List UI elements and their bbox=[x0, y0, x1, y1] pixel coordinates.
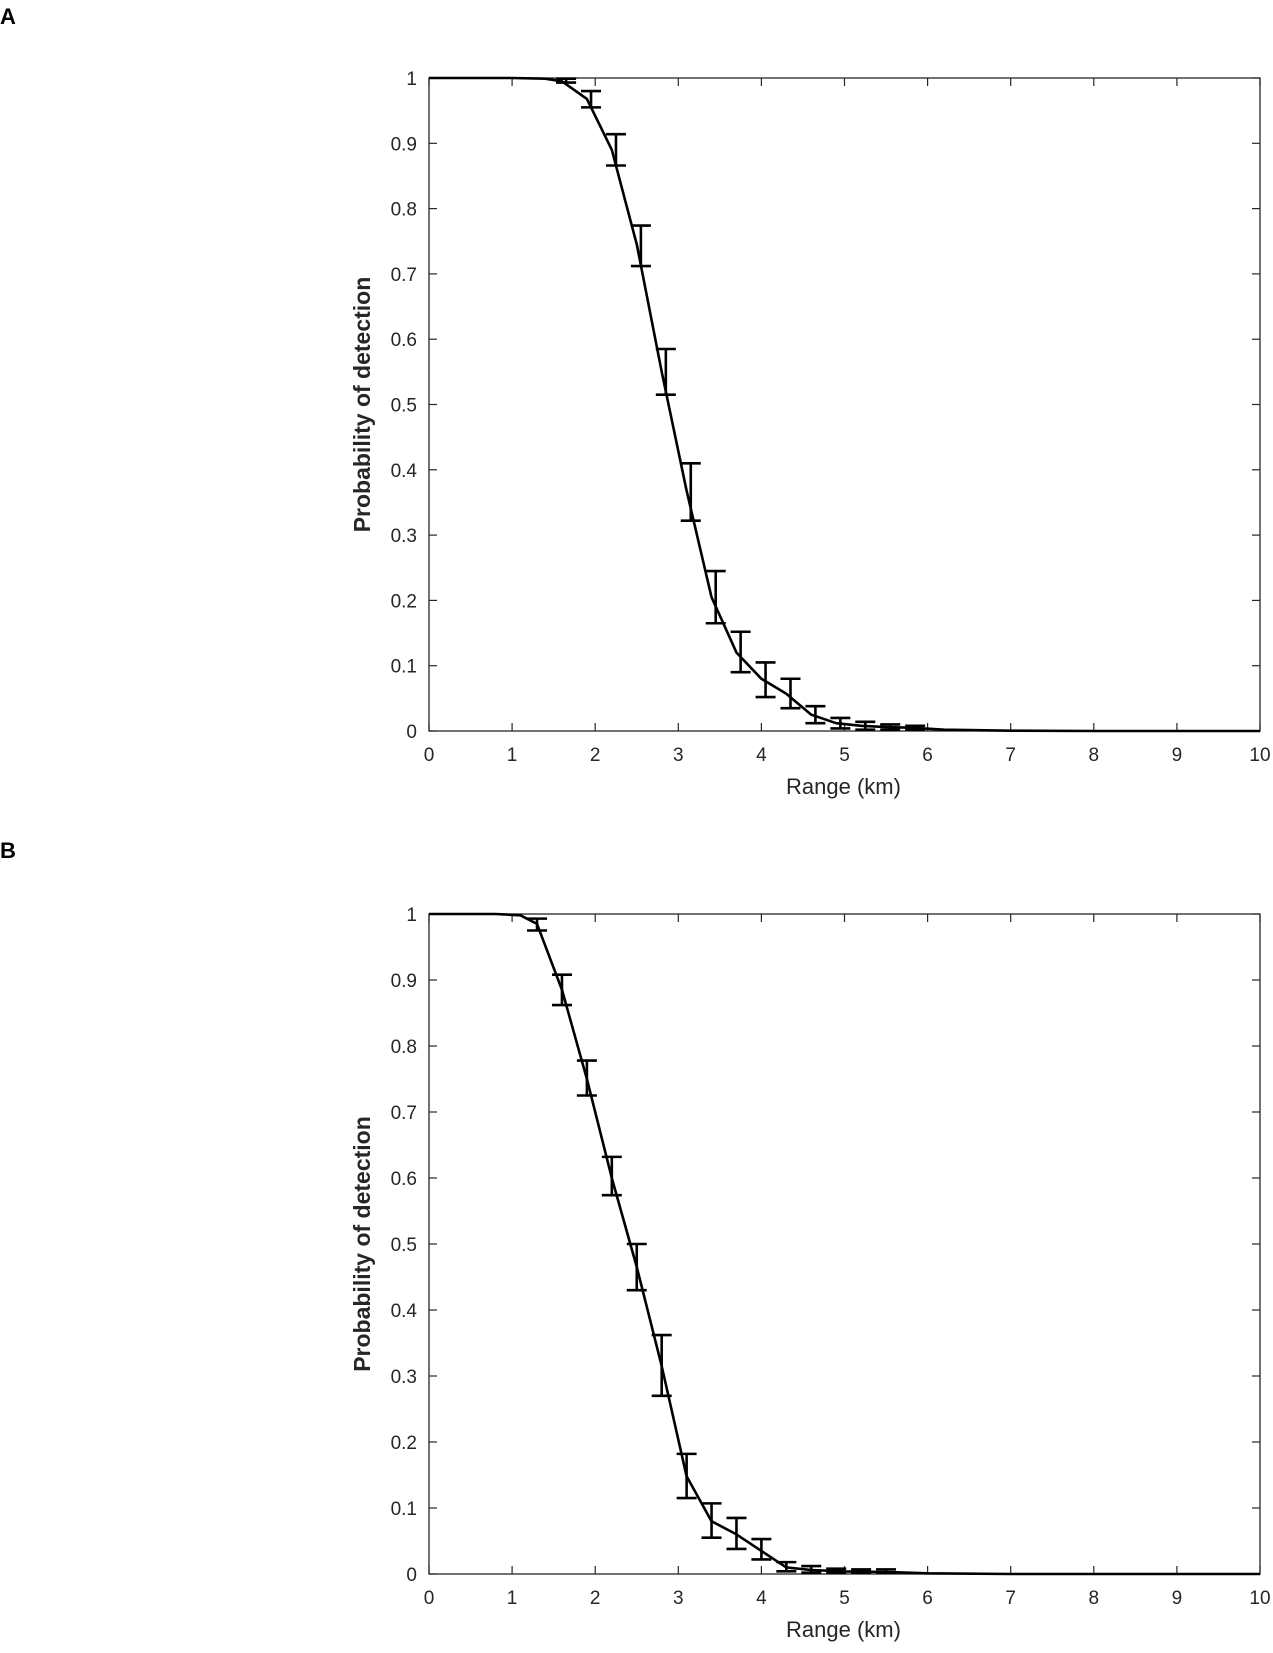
y-tick-label: 0.7 bbox=[391, 265, 417, 286]
x-axis-title: Range (km) bbox=[786, 774, 901, 799]
error-bar bbox=[880, 723, 901, 731]
error-bar bbox=[876, 1568, 897, 1574]
y-tick-label: 0.3 bbox=[391, 526, 417, 547]
x-tick-label: 6 bbox=[922, 745, 933, 766]
x-tick-label: 0 bbox=[424, 1588, 435, 1609]
x-tick-label: 0 bbox=[424, 745, 435, 766]
error-bar bbox=[730, 630, 751, 674]
y-tick-label: 0.6 bbox=[391, 330, 417, 351]
y-tick-label: 0 bbox=[406, 1565, 417, 1586]
x-tick-label: 8 bbox=[1089, 1588, 1100, 1609]
error-bar bbox=[905, 724, 926, 731]
error-bar bbox=[581, 89, 602, 109]
error-bar bbox=[805, 704, 826, 725]
y-tick-label: 0.8 bbox=[391, 1037, 417, 1058]
plot-frame bbox=[428, 913, 1261, 1575]
error-bar bbox=[855, 720, 876, 731]
y-tick-label: 0.4 bbox=[391, 461, 418, 482]
y-tick-label: 0.7 bbox=[391, 1103, 417, 1124]
y-tick-label: 0.9 bbox=[391, 134, 417, 155]
detection-curve bbox=[429, 76, 1260, 733]
error-bar bbox=[556, 77, 577, 84]
chart-a: 0 1 2 3 4 5 6 7 8 9 10 0 0.1 0.2 0.3 0.4 0.5 0.6 0.7 0.8 0.9… bbox=[349, 69, 1271, 799]
error-bar bbox=[751, 1537, 772, 1561]
y-axis-title: Probability of detection bbox=[349, 1116, 375, 1372]
error-bar bbox=[851, 1568, 872, 1574]
y-tick-label: 0.6 bbox=[391, 1169, 417, 1190]
x-tick-label: 7 bbox=[1005, 745, 1016, 766]
x-tick-label: 6 bbox=[922, 1588, 933, 1609]
error-bar bbox=[605, 132, 626, 167]
error-bar bbox=[676, 1452, 697, 1500]
y-tick-label: 0.1 bbox=[391, 657, 417, 678]
error-bar bbox=[801, 1564, 822, 1574]
y-tick-label: 0.5 bbox=[391, 1235, 417, 1256]
x-tick-label: 5 bbox=[839, 745, 850, 766]
detection-curve bbox=[429, 912, 1260, 1576]
y-tick-label: 0.9 bbox=[391, 971, 417, 992]
x-tick-label: 5 bbox=[839, 1588, 850, 1609]
error-bar bbox=[651, 1333, 672, 1398]
panel-letter-b: B bbox=[0, 838, 16, 863]
plot-frame bbox=[428, 77, 1261, 732]
error-bar bbox=[576, 1059, 597, 1097]
error-bar bbox=[630, 224, 651, 268]
error-bar bbox=[655, 347, 676, 397]
error-bar bbox=[551, 973, 572, 1007]
error-bar bbox=[626, 1242, 647, 1292]
error-bar bbox=[726, 1516, 747, 1551]
error-bar bbox=[780, 677, 801, 710]
y-tick-label: 0.2 bbox=[391, 1433, 417, 1454]
error-bar bbox=[601, 1155, 622, 1197]
error-bar bbox=[527, 917, 548, 932]
error-bar bbox=[701, 1502, 722, 1540]
panel-letter-a: A bbox=[0, 4, 16, 29]
error-bar bbox=[830, 716, 851, 730]
x-tick-label: 1 bbox=[507, 1588, 518, 1609]
x-axis-title: Range (km) bbox=[786, 1617, 901, 1642]
x-tick-label: 8 bbox=[1089, 745, 1100, 766]
y-tick-label: 0.1 bbox=[391, 1499, 417, 1520]
x-tick-label: 2 bbox=[590, 745, 601, 766]
y-tick-label: 0.4 bbox=[391, 1301, 418, 1322]
x-tick-label: 7 bbox=[1005, 1588, 1016, 1609]
error-bar bbox=[826, 1567, 847, 1574]
x-tick-label: 3 bbox=[673, 745, 684, 766]
x-tick-label: 4 bbox=[756, 1588, 767, 1609]
error-bar bbox=[755, 661, 776, 699]
x-tick-label: 4 bbox=[756, 745, 767, 766]
y-axis-title: Probability of detection bbox=[349, 277, 375, 533]
y-tick-label: 0.2 bbox=[391, 591, 417, 612]
error-bar bbox=[680, 461, 701, 523]
x-tick-label: 10 bbox=[1249, 1588, 1270, 1609]
y-tick-label: 1 bbox=[406, 69, 417, 90]
y-tick-label: 0.5 bbox=[391, 396, 417, 417]
x-tick-label: 3 bbox=[673, 1588, 684, 1609]
y-tick-label: 0.8 bbox=[391, 200, 417, 221]
chart-b: 0 1 2 3 4 5 6 7 8 9 10 0 0.1 0.2 0.3 0.4 0.5 0.6 0.7 0.8 0.9… bbox=[349, 905, 1271, 1642]
error-bar bbox=[705, 569, 726, 625]
y-tick-label: 0.3 bbox=[391, 1367, 417, 1388]
y-tick-label: 1 bbox=[406, 905, 417, 926]
error-bar bbox=[776, 1560, 797, 1573]
x-tick-label: 1 bbox=[507, 745, 518, 766]
x-tick-label: 2 bbox=[590, 1588, 601, 1609]
x-tick-label: 9 bbox=[1172, 745, 1183, 766]
y-tick-label: 0 bbox=[406, 722, 417, 743]
x-tick-label: 9 bbox=[1172, 1588, 1183, 1609]
x-tick-label: 10 bbox=[1249, 745, 1270, 766]
